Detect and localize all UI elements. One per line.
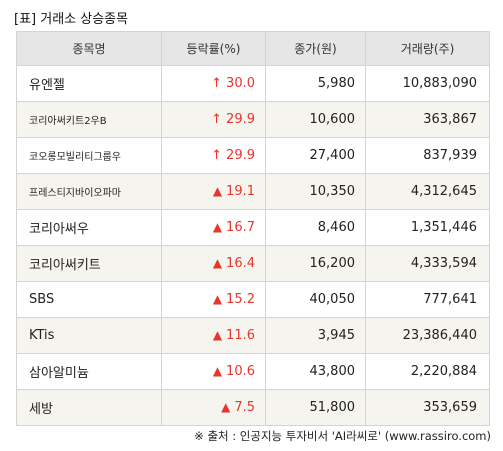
trade-volume: 10,883,090	[365, 65, 490, 102]
stock-name: 코리아써키트2우B	[16, 101, 162, 138]
closing-price: 10,600	[265, 101, 366, 138]
change-rate-cell: ▲ 16.4	[161, 245, 266, 282]
rising-stocks-table: 종목명 등락률(%) 종가(원) 거래량(주) 유엔젤 ↑ 30.0 5,980 10,…	[16, 31, 490, 426]
header-volume: 거래량(주)	[365, 31, 490, 66]
table-row: 코리아써키트2우B ↑ 29.9 10,600 363,867	[16, 101, 490, 138]
table-header-row: 종목명 등락률(%) 종가(원) 거래량(주)	[16, 31, 490, 66]
change-rate-value: 19.1	[226, 184, 255, 199]
header-price: 종가(원)	[265, 31, 366, 66]
stock-name: 코오롱모빌리티그룹우	[16, 137, 162, 174]
closing-price: 10,350	[265, 173, 366, 210]
change-rate-cell: ↑ 29.9	[161, 137, 266, 174]
trade-volume: 363,867	[365, 101, 490, 138]
stock-name: 코리아써키트	[16, 245, 162, 282]
stock-name: 프레스티지바이오파마	[16, 173, 162, 210]
stock-name: KTis	[16, 317, 162, 354]
closing-price: 27,400	[265, 137, 366, 174]
change-rate-cell: ▲ 16.7	[161, 209, 266, 246]
trade-volume: 837,939	[365, 137, 490, 174]
trade-volume: 4,333,594	[365, 245, 490, 282]
table-row: 삼아알미늄 ▲ 10.6 43,800 2,220,884	[16, 353, 490, 390]
up-triangle-icon: ▲	[212, 184, 223, 198]
source-note: ※ 출처 : 인공지능 투자비서 'AI라씨로' (www.rassiro.co…	[194, 429, 491, 443]
change-rate-cell: ↑ 29.9	[161, 101, 266, 138]
table-row: KTis ▲ 11.6 3,945 23,386,440	[16, 317, 490, 354]
closing-price: 5,980	[265, 65, 366, 102]
change-rate-value: 30.0	[226, 76, 255, 91]
table-row: 코리아써우 ▲ 16.7 8,460 1,351,446	[16, 209, 490, 246]
change-rate-value: 7.5	[234, 400, 255, 415]
closing-price: 40,050	[265, 281, 366, 318]
change-rate-value: 16.4	[226, 256, 255, 271]
change-rate-value: 11.6	[226, 328, 255, 343]
closing-price: 51,800	[265, 389, 366, 426]
stock-name: 세방	[16, 389, 162, 426]
trade-volume: 1,351,446	[365, 209, 490, 246]
trade-volume: 2,220,884	[365, 353, 490, 390]
change-rate-cell: ▲ 15.2	[161, 281, 266, 318]
table-row: 코오롱모빌리티그룹우 ↑ 29.9 27,400 837,939	[16, 137, 490, 174]
trade-volume: 777,641	[365, 281, 490, 318]
table-row: 세방 ▲ 7.5 51,800 353,659	[16, 389, 490, 426]
stock-name: 유엔젤	[16, 65, 162, 102]
change-rate-cell: ▲ 11.6	[161, 317, 266, 354]
stock-name: 삼아알미늄	[16, 353, 162, 390]
change-rate-cell: ▲ 7.5	[161, 389, 266, 426]
up-triangle-icon: ▲	[212, 364, 223, 378]
change-rate-cell: ↑ 30.0	[161, 65, 266, 102]
change-rate-value: 29.9	[226, 112, 255, 127]
table-row: 코리아써키트 ▲ 16.4 16,200 4,333,594	[16, 245, 490, 282]
header-name: 종목명	[16, 31, 162, 66]
up-arrow-icon: ↑	[211, 112, 223, 127]
change-rate-cell: ▲ 10.6	[161, 353, 266, 390]
closing-price: 8,460	[265, 209, 366, 246]
change-rate-value: 15.2	[226, 292, 255, 307]
change-rate-cell: ▲ 19.1	[161, 173, 266, 210]
change-rate-value: 29.9	[226, 148, 255, 163]
change-rate-value: 16.7	[226, 220, 255, 235]
up-triangle-icon: ▲	[212, 256, 223, 270]
trade-volume: 353,659	[365, 389, 490, 426]
stock-name: SBS	[16, 281, 162, 318]
change-rate-value: 10.6	[226, 364, 255, 379]
table-row: SBS ▲ 15.2 40,050 777,641	[16, 281, 490, 318]
closing-price: 3,945	[265, 317, 366, 354]
up-triangle-icon: ▲	[212, 220, 223, 234]
up-arrow-icon: ↑	[211, 148, 223, 163]
up-triangle-icon: ▲	[221, 400, 231, 414]
header-rate: 등락률(%)	[161, 31, 266, 66]
table-row: 프레스티지바이오파마 ▲ 19.1 10,350 4,312,645	[16, 173, 490, 210]
table-title: [표] 거래소 상승종목	[14, 12, 129, 27]
up-triangle-icon: ▲	[212, 292, 223, 306]
up-triangle-icon: ▲	[212, 328, 223, 342]
closing-price: 43,800	[265, 353, 366, 390]
closing-price: 16,200	[265, 245, 366, 282]
up-arrow-icon: ↑	[211, 76, 223, 91]
stock-name: 코리아써우	[16, 209, 162, 246]
trade-volume: 23,386,440	[365, 317, 490, 354]
table-row: 유엔젤 ↑ 30.0 5,980 10,883,090	[16, 65, 490, 102]
trade-volume: 4,312,645	[365, 173, 490, 210]
